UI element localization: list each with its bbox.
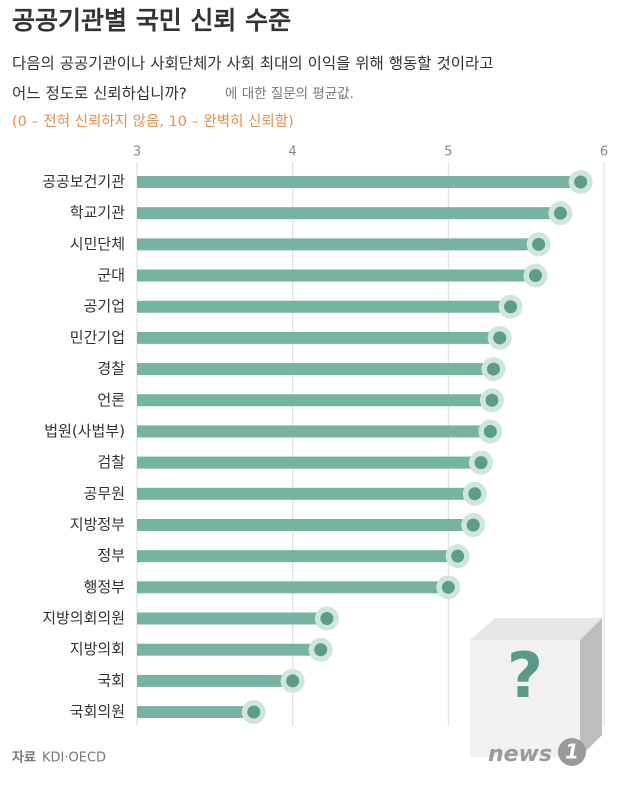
bar-end-dot — [529, 269, 543, 283]
y-tick-label: 군대 — [97, 266, 125, 284]
bar-end-dot — [441, 580, 455, 594]
bar-end-dot — [286, 674, 300, 688]
bar-end-dot — [320, 612, 334, 626]
y-tick-label: 법원(사법부) — [44, 422, 125, 440]
y-tick-label: 경찰 — [97, 360, 125, 378]
question-cube: ? — [470, 618, 602, 757]
bar — [137, 581, 449, 594]
bar — [137, 643, 321, 656]
y-tick-label: 시민단체 — [70, 235, 125, 253]
bar — [137, 518, 474, 531]
bar-end-dot — [532, 237, 546, 251]
bar-end-dot — [504, 300, 518, 314]
bar-end-dot — [474, 456, 488, 470]
x-tick-label: 3 — [133, 145, 141, 160]
logo: news 1 — [488, 738, 586, 767]
bar — [137, 612, 327, 625]
bar — [137, 331, 500, 344]
bar — [137, 363, 494, 376]
bar-end-dot — [451, 549, 465, 563]
x-tick-label: 5 — [444, 145, 452, 160]
bar — [137, 300, 511, 313]
bar-end-dot — [493, 331, 507, 345]
bar — [137, 207, 561, 220]
bar-end-dot — [483, 424, 497, 438]
bar — [137, 238, 539, 251]
bar-end-dot — [553, 206, 567, 220]
bar-end-dot — [468, 487, 482, 501]
bar-end-dot — [485, 393, 499, 407]
chart-title: 공공기관별 국민 신뢰 수준 — [12, 6, 291, 35]
bar-end-dot — [574, 175, 588, 189]
bar-end-dot — [466, 518, 480, 532]
scale-note: (0 – 전혀 신뢰하지 않음, 10 – 완벽히 신뢰함) — [12, 113, 294, 130]
subtitle: 어느 정도로 신뢰하십니까? — [12, 85, 187, 103]
logo-badge — [558, 738, 586, 766]
y-tick-label: 지방정부 — [70, 515, 125, 533]
y-tick-label: 학교기관 — [70, 204, 125, 222]
bar — [137, 176, 581, 188]
bar — [137, 425, 491, 438]
subtitle: 다음의 공공기관이나 사회단체가 사회 최대의 이익을 위해 행동할 것이라고 — [12, 55, 493, 73]
y-tick-label: 공공보건기관 — [42, 173, 125, 191]
subtitle-note: 에 대한 질문의 평균값. — [225, 86, 354, 102]
bar — [137, 706, 254, 719]
logo-number: 1 — [565, 740, 579, 764]
bar-end-dot — [314, 643, 328, 657]
y-tick-label: 지방의회의원 — [42, 609, 125, 627]
x-tick-label: 4 — [289, 145, 297, 160]
y-tick-label: 정부 — [97, 547, 125, 565]
source: KDI·OECD — [42, 751, 106, 766]
y-tick-label: 언론 — [97, 391, 125, 409]
y-tick-label: 국회 — [97, 671, 125, 689]
bar-end-dot — [247, 705, 261, 719]
y-tick-label: 행정부 — [84, 578, 126, 596]
question-mark: ? — [507, 639, 543, 712]
source-label: 자료 — [12, 751, 36, 766]
bar — [137, 456, 482, 469]
logo-text: news — [488, 742, 552, 767]
y-tick-label: 지방의회 — [70, 640, 125, 658]
bar — [137, 394, 492, 407]
bar-end-dot — [486, 362, 500, 376]
bar — [137, 487, 475, 500]
x-tick-label: 6 — [600, 145, 608, 160]
y-tick-label: 공무원 — [84, 484, 125, 502]
bar — [137, 674, 293, 687]
y-tick-label: 검찰 — [97, 453, 125, 471]
y-tick-label: 민간기업 — [70, 328, 125, 346]
y-tick-label: 국회의원 — [70, 703, 125, 721]
bar — [137, 269, 536, 282]
y-tick-label: 공기업 — [84, 297, 125, 315]
bar — [137, 550, 458, 563]
